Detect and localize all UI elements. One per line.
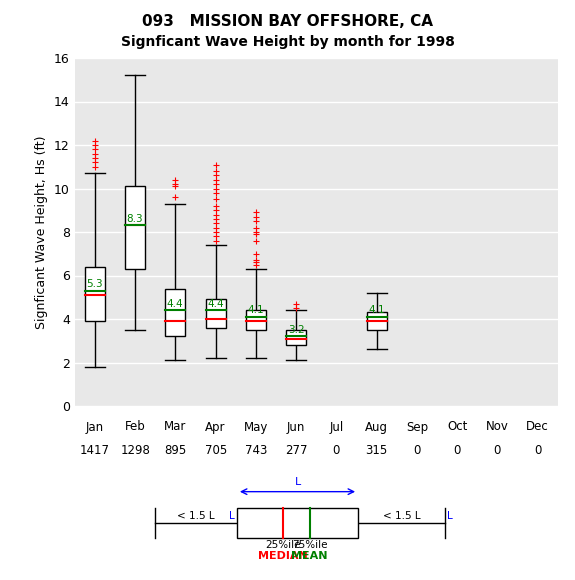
Bar <box>286 330 306 345</box>
Text: < 1.5 L: < 1.5 L <box>177 511 215 521</box>
Text: 0: 0 <box>454 444 461 456</box>
Text: 25%ile: 25%ile <box>265 540 301 550</box>
Text: 4.1: 4.1 <box>247 305 264 315</box>
Text: Dec: Dec <box>526 420 549 433</box>
Text: 895: 895 <box>164 444 186 456</box>
Text: Jan: Jan <box>86 420 104 433</box>
Bar <box>166 288 185 336</box>
Text: 315: 315 <box>366 444 388 456</box>
Text: 0: 0 <box>494 444 501 456</box>
Text: Jun: Jun <box>287 420 305 433</box>
Text: 0: 0 <box>413 444 420 456</box>
Text: L: L <box>447 511 453 521</box>
Text: Jul: Jul <box>329 420 343 433</box>
Bar <box>125 186 145 269</box>
Bar <box>237 508 358 538</box>
Text: 743: 743 <box>245 444 267 456</box>
Text: Nov: Nov <box>486 420 509 433</box>
Text: L: L <box>229 511 235 521</box>
Text: Feb: Feb <box>125 420 145 433</box>
Text: 4.1: 4.1 <box>368 305 385 315</box>
Text: < 1.5 L: < 1.5 L <box>383 511 420 521</box>
Text: L: L <box>294 477 301 487</box>
Text: 1417: 1417 <box>80 444 110 456</box>
Text: MEAN: MEAN <box>292 551 328 561</box>
Text: Sep: Sep <box>406 420 428 433</box>
Bar <box>367 313 386 330</box>
Text: 3.2: 3.2 <box>288 325 304 335</box>
Bar <box>85 267 105 321</box>
Text: May: May <box>244 420 268 433</box>
Text: Aug: Aug <box>365 420 388 433</box>
Text: Apr: Apr <box>205 420 226 433</box>
Bar <box>206 299 225 328</box>
Text: 5.3: 5.3 <box>86 279 103 289</box>
Text: 0: 0 <box>534 444 541 456</box>
Text: 8.3: 8.3 <box>126 214 143 224</box>
Text: 4.4: 4.4 <box>207 299 224 309</box>
Text: 4.4: 4.4 <box>167 299 183 309</box>
Text: Mar: Mar <box>164 420 186 433</box>
Text: 75%ile: 75%ile <box>292 540 327 550</box>
Text: 093   MISSION BAY OFFSHORE, CA: 093 MISSION BAY OFFSHORE, CA <box>142 14 433 30</box>
Y-axis label: Signficant Wave Height, Hs (ft): Signficant Wave Height, Hs (ft) <box>36 135 48 329</box>
Text: 0: 0 <box>333 444 340 456</box>
Bar <box>246 310 266 330</box>
Text: Signficant Wave Height by month for 1998: Signficant Wave Height by month for 1998 <box>121 35 454 49</box>
Text: 705: 705 <box>205 444 227 456</box>
Text: 277: 277 <box>285 444 308 456</box>
Text: MEDIAN: MEDIAN <box>258 551 308 561</box>
Text: 1298: 1298 <box>120 444 150 456</box>
Text: Oct: Oct <box>447 420 467 433</box>
